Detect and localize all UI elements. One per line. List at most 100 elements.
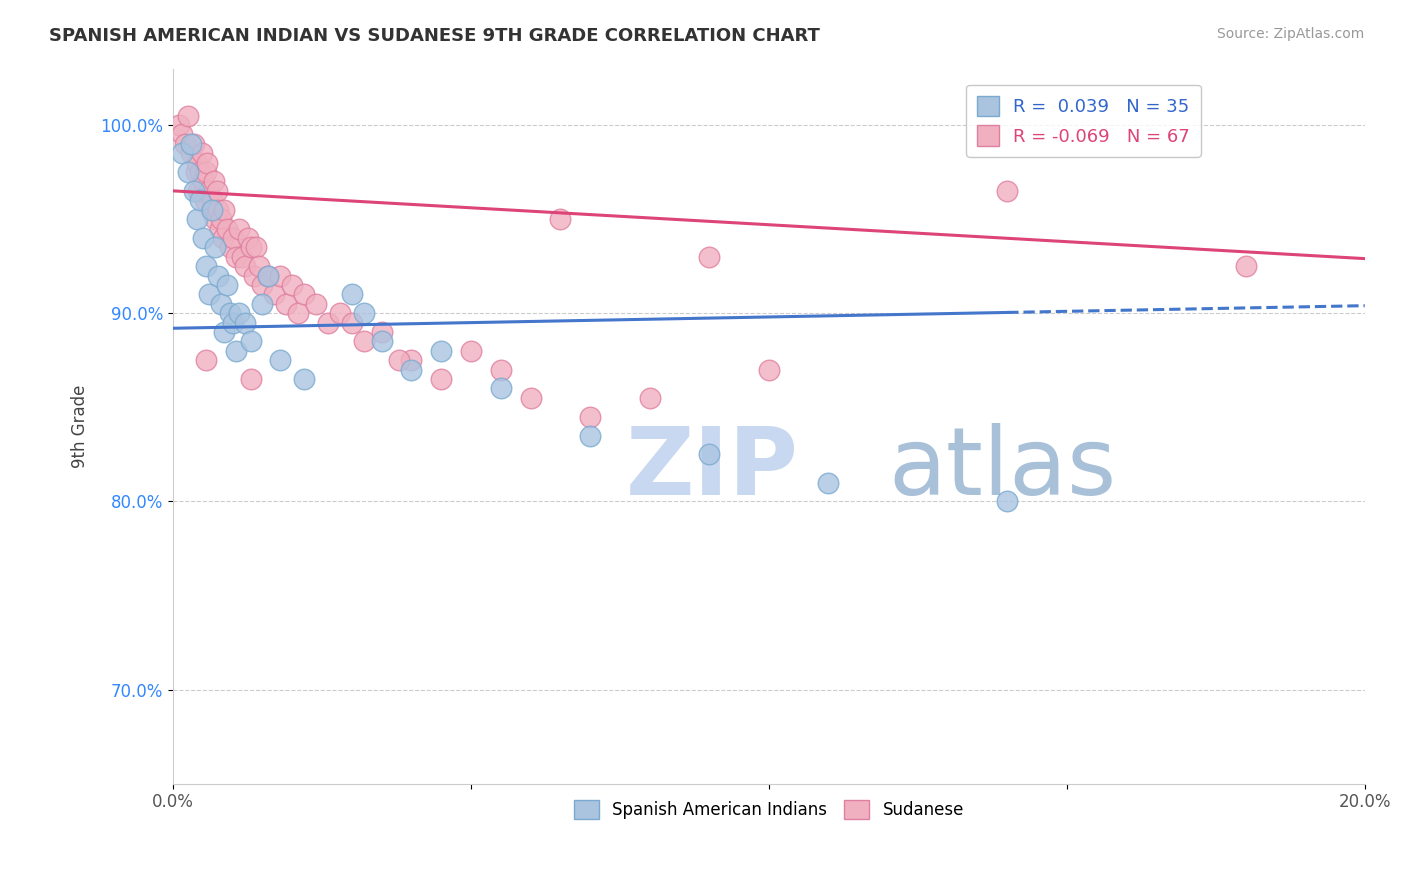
Point	[201, 202, 224, 217]
Y-axis label: 9th Grade: 9th Grade	[72, 384, 89, 467]
Point	[194, 165, 217, 179]
Point	[550, 212, 572, 227]
Point	[221, 231, 243, 245]
Point	[183, 184, 205, 198]
Point	[489, 362, 512, 376]
Point	[207, 202, 229, 217]
Point	[236, 231, 259, 245]
Point	[401, 362, 423, 376]
Point	[198, 184, 221, 198]
Point	[1234, 259, 1257, 273]
Point	[215, 221, 238, 235]
Point	[245, 240, 267, 254]
Point	[276, 297, 298, 311]
Point	[187, 184, 209, 198]
Point	[209, 297, 232, 311]
Point	[205, 184, 228, 198]
Point	[174, 136, 197, 151]
Point	[353, 334, 375, 349]
Point	[699, 447, 721, 461]
Point	[316, 316, 339, 330]
Point	[257, 268, 280, 283]
Point	[460, 343, 482, 358]
Point	[177, 165, 200, 179]
Point	[699, 250, 721, 264]
Point	[191, 231, 214, 245]
Point	[252, 297, 274, 311]
Point	[252, 277, 274, 292]
Point	[292, 287, 315, 301]
Point	[195, 155, 218, 169]
Point	[489, 382, 512, 396]
Point	[204, 240, 226, 254]
Point	[239, 240, 262, 254]
Text: Source: ZipAtlas.com: Source: ZipAtlas.com	[1216, 27, 1364, 41]
Point	[281, 277, 304, 292]
Point	[170, 128, 193, 142]
Point	[638, 391, 661, 405]
Text: SPANISH AMERICAN INDIAN VS SUDANESE 9TH GRADE CORRELATION CHART: SPANISH AMERICAN INDIAN VS SUDANESE 9TH …	[49, 27, 820, 45]
Point	[388, 353, 411, 368]
Point	[202, 174, 225, 188]
Point	[200, 202, 222, 217]
Text: atlas: atlas	[889, 423, 1116, 515]
Point	[401, 353, 423, 368]
Point	[579, 428, 602, 442]
Point	[269, 353, 291, 368]
Point	[191, 174, 214, 188]
Point	[225, 343, 247, 358]
Point	[228, 306, 250, 320]
Point	[207, 268, 229, 283]
Point	[188, 194, 211, 208]
Point	[221, 316, 243, 330]
Point	[194, 259, 217, 273]
Point	[186, 212, 208, 227]
Point	[180, 146, 202, 161]
Legend: Spanish American Indians, Sudanese: Spanish American Indians, Sudanese	[568, 793, 970, 825]
Text: ZIP: ZIP	[626, 423, 799, 515]
Point	[340, 316, 363, 330]
Point	[209, 212, 232, 227]
Point	[370, 334, 392, 349]
Point	[212, 325, 235, 339]
Point	[167, 118, 190, 132]
Point	[263, 287, 285, 301]
Point	[228, 221, 250, 235]
Point	[225, 250, 247, 264]
Point	[184, 165, 207, 179]
Point	[170, 146, 193, 161]
Point	[430, 372, 453, 386]
Point	[353, 306, 375, 320]
Point	[519, 391, 541, 405]
Point	[186, 155, 208, 169]
Point	[995, 494, 1018, 508]
Point	[201, 194, 224, 208]
Point	[287, 306, 309, 320]
Point	[995, 184, 1018, 198]
Point	[198, 287, 221, 301]
Point	[177, 109, 200, 123]
Point	[215, 277, 238, 292]
Point	[183, 136, 205, 151]
Point	[211, 231, 233, 245]
Point	[190, 146, 212, 161]
Point	[212, 202, 235, 217]
Point	[194, 353, 217, 368]
Point	[239, 372, 262, 386]
Point	[239, 334, 262, 349]
Point	[292, 372, 315, 386]
Point	[340, 287, 363, 301]
Point	[204, 212, 226, 227]
Point	[579, 409, 602, 424]
Point	[249, 259, 271, 273]
Point	[231, 250, 253, 264]
Point	[188, 165, 211, 179]
Point	[233, 316, 256, 330]
Point	[218, 240, 240, 254]
Point	[242, 268, 264, 283]
Point	[329, 306, 352, 320]
Point	[233, 259, 256, 273]
Point	[269, 268, 291, 283]
Point	[817, 475, 839, 490]
Point	[370, 325, 392, 339]
